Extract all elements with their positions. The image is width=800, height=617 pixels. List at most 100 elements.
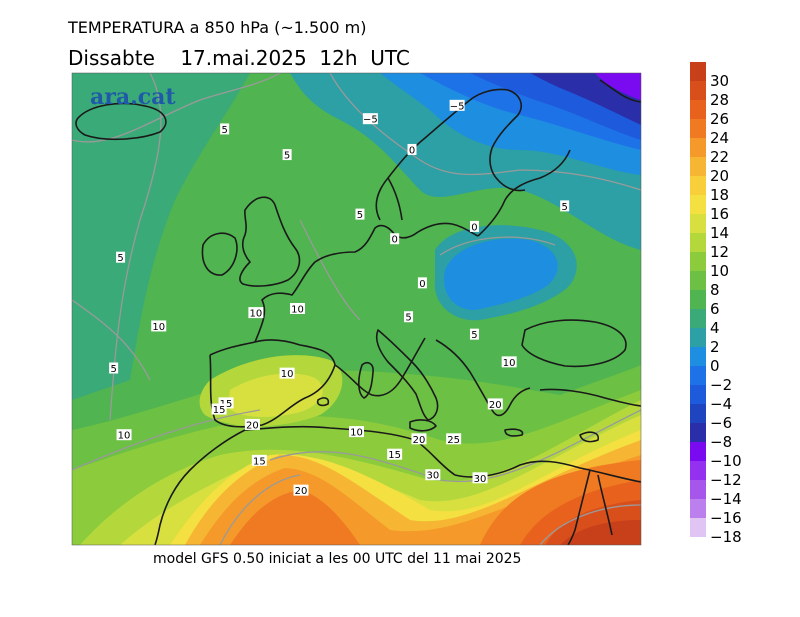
contour-label: 5 [110,364,116,375]
contour-label-bg [362,113,378,125]
map-valid-time: Dissabte 17.mai.2025 12h UTC [68,46,410,70]
temperature-field [72,73,641,545]
contour-label: 10 [250,309,263,320]
contour-label: 5 [221,125,227,136]
contour-label-bg [293,484,309,496]
legend-label: 24 [710,129,730,147]
contour-label: 10 [118,431,131,442]
legend-swatch [690,252,706,271]
contour-label-bg [116,429,132,441]
legend-label: 6 [710,300,720,318]
legend-swatch [690,271,706,290]
contour-label: −5 [363,115,378,126]
contour-label-bg [244,418,260,430]
contour-label-bg [449,99,465,111]
contour-label: −5 [450,101,465,112]
contour-label: 20 [246,420,259,431]
legend-swatch [690,385,706,404]
legend-swatch [690,309,706,328]
color-legend: 30 28 26 24 22 20 18 16 14 12 10 8 6 4 2 0 −2 −4 −6 −8 −10 −1… [690,60,800,560]
contour-label: 30 [474,474,487,485]
legend-label: 26 [710,110,730,128]
contour-label-bg [349,426,364,438]
legend-label: −10 [710,452,742,470]
watermark-logo: ara.cat [90,84,176,110]
legend-swatch [690,176,706,195]
model-info: model GFS 0.50 iniciat a les 00 UTC del … [153,551,522,567]
contour-label-bg [279,367,295,379]
legend-label: 30 [710,72,730,90]
contour-label-bg [387,448,403,460]
contour-label: 5 [284,151,290,162]
legend-swatch [690,62,706,81]
contour-label: 10 [350,428,363,439]
legend-label: 0 [710,357,720,375]
contour-label: 15 [253,456,266,467]
contour-label-bg [248,307,264,319]
contour-label-bg [211,403,227,415]
legend-label: −18 [710,528,742,546]
legend-swatch [690,518,706,537]
legend-swatch [690,214,706,233]
legend-label: 2 [710,338,720,356]
contour-label-bg [218,397,234,409]
legend-swatch [690,233,706,252]
legend-label: 10 [710,262,730,280]
contour-label: 25 [447,435,460,446]
legend-label: −8 [710,433,733,451]
legend-swatch [690,119,706,138]
contour-label-bg [404,311,414,323]
legend-label: 14 [710,224,730,242]
contour-label-bg [469,328,479,340]
contour-label: 5 [471,330,477,341]
contour-label-bg [472,472,488,484]
contour-label: 15 [388,450,401,461]
legend-swatch [690,347,706,366]
legend-swatch [690,404,706,423]
contour-label-bg [355,208,365,220]
contour-label: 10 [281,369,294,380]
contour-label: 30 [426,471,439,482]
legend-swatch [690,328,706,347]
legend-swatch [690,195,706,214]
legend-swatch [690,423,706,442]
legend-swatch [690,499,706,518]
map-title: TEMPERATURA a 850 hPa (~1.500 m) [68,18,367,37]
legend-swatch [690,81,706,100]
contour-label-bg [425,469,441,481]
contour-label-bg [282,149,292,161]
contour-label: 20 [295,486,308,497]
contour-label: 10 [152,322,165,333]
contour-label-bg [116,251,126,263]
contour-label: 10 [503,358,516,369]
contour-label-bg [390,233,400,245]
contour-label: 0 [419,279,425,290]
contour-label-bg [407,143,417,155]
legend-label: −14 [710,490,742,508]
legend-label: −12 [710,471,742,489]
legend-label: 16 [710,205,730,223]
contour-label-bg [151,320,167,332]
legend-label: 4 [710,319,720,337]
legend-label: 22 [710,148,730,166]
contour-label: 10 [291,305,304,316]
contour-label: 15 [213,405,226,416]
contour-label-bg [290,303,306,314]
contour-label-bg [417,277,427,289]
legend-label: −6 [710,414,733,432]
legend-swatch [690,480,706,499]
contour-label-bg [446,433,462,445]
legend-label: 12 [710,243,730,261]
contour-label-bg [109,362,119,374]
legend-label: −4 [710,395,733,413]
contour-label: 0 [471,222,477,233]
contour-label: 5 [405,313,411,324]
legend-swatch [690,461,706,480]
legend-label: 18 [710,186,730,204]
legend-label: 8 [710,281,720,299]
contour-label: 20 [489,400,502,411]
contour-label: 5 [117,253,123,264]
legend-swatch [690,100,706,119]
contour-label-bg [469,220,479,232]
